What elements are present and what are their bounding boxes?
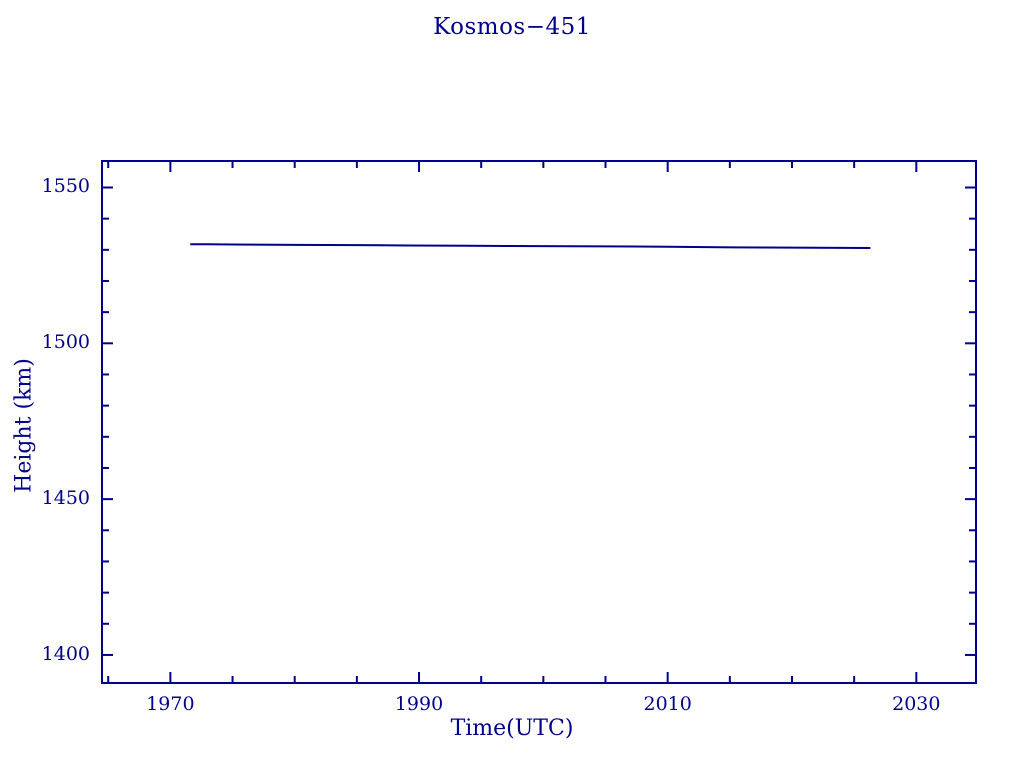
x-axis-label: Time(UTC) xyxy=(450,716,574,741)
y-tick-label: 1550 xyxy=(41,175,90,198)
y-tick-label: 1500 xyxy=(41,331,90,354)
chart-title: Kosmos−451 xyxy=(433,14,591,40)
x-tick-label: 1990 xyxy=(394,693,444,715)
data-line xyxy=(190,243,871,249)
y-tick-label: 1450 xyxy=(41,487,90,510)
axis-ticks xyxy=(102,161,976,683)
x-tick-label: 1970 xyxy=(146,693,195,715)
y-tick-label: 1400 xyxy=(41,642,90,665)
axis-frame xyxy=(101,160,977,684)
plot-frame xyxy=(101,160,977,684)
x-tick-label: 2030 xyxy=(892,693,941,715)
data-series xyxy=(190,243,871,249)
x-tick-label: 2010 xyxy=(643,693,692,715)
